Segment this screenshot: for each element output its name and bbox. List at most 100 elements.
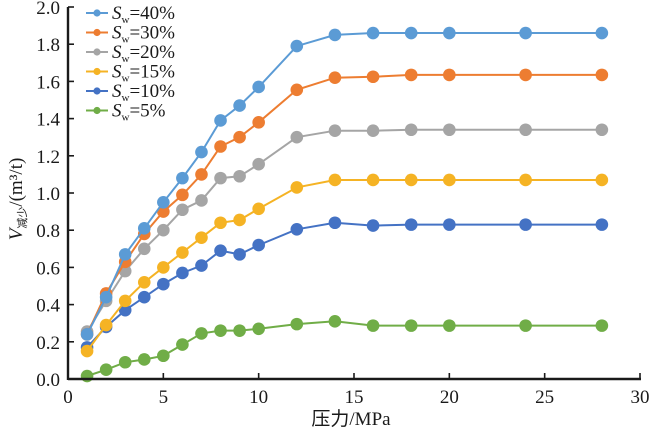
data-point [290,83,304,97]
y-tick-label: 0.2 [36,333,60,354]
x-tick-label: 15 [345,387,364,408]
data-point [233,213,246,227]
data-point [214,140,227,153]
data-point [328,216,342,230]
legend: Sw=40%Sw=30%Sw=20%Sw=15%Sw=10%Sw=5% [86,3,175,124]
data-point [519,26,532,40]
data-point [328,124,342,137]
legend-item: Sw=30% [86,23,175,46]
data-point [595,68,609,82]
data-point [176,246,189,259]
series-sw15 [80,173,609,358]
y-axis-title: V减少/(m³/t) [6,158,29,241]
data-point [290,317,304,331]
data-point [443,26,456,40]
series-sw5 [80,315,609,383]
data-point [252,157,265,171]
data-point [99,363,113,377]
data-point [404,218,418,231]
data-point [290,130,304,144]
data-point [118,248,132,261]
data-point [176,338,189,351]
y-tick-label: 1.6 [36,72,60,93]
data-point [404,68,418,82]
y-axis-title-subscript: 减少 [16,207,29,229]
y-ticks: 0.0 0.2 0.4 0.6 0.8 1.0 1.2 1.4 1.6 1.8 2.0 [36,0,74,391]
data-point [157,261,170,274]
legend-marker [93,28,101,37]
y-tick-label: 0.4 [36,296,60,317]
data-point [157,223,170,237]
data-point [214,216,227,230]
data-point [99,318,113,332]
legend-item: Sw=10% [86,81,175,104]
data-point [290,181,304,194]
x-tick-label: 0 [63,387,73,408]
legend-marker [93,67,101,76]
data-point [195,194,208,207]
data-point [595,218,609,231]
series-layer [80,26,609,383]
data-point [328,71,342,84]
data-point [176,188,189,202]
data-point [519,68,532,82]
x-tick-label: 30 [631,387,650,408]
y-tick-label: 0.0 [36,370,60,391]
data-point [366,219,380,232]
data-point [252,116,265,129]
data-point [366,319,380,332]
data-point [176,266,189,280]
legend-marker [93,87,101,95]
data-point [519,173,532,187]
x-ticks: 0 5 10 15 20 25 30 [63,373,650,408]
legend-item: Sw=20% [86,42,175,65]
data-point [176,203,189,217]
legend-marker [93,9,101,17]
x-tick-label: 10 [249,387,268,408]
data-point [404,26,418,40]
data-point [366,70,380,84]
data-point [290,222,304,236]
data-point [195,145,208,159]
data-point [519,319,532,332]
data-point [404,123,418,137]
data-point [80,328,94,341]
legend-label: Sw=5% [112,101,166,124]
x-tick-label: 20 [440,387,459,408]
y-tick-label: 1.0 [36,184,60,205]
data-point [519,218,532,231]
y-tick-label: 1.2 [36,147,60,168]
y-tick-label: 2.0 [36,0,60,19]
legend-marker [93,106,101,115]
data-point [252,80,265,94]
data-point [214,171,227,185]
data-point [118,303,132,317]
data-point [443,319,456,332]
x-tick-label: 5 [159,387,169,408]
data-point [404,173,418,187]
data-point [80,344,94,358]
data-point [233,324,246,337]
legend-item: Sw=15% [86,62,175,85]
data-point [233,99,246,112]
legend-item: Sw=40% [86,3,175,26]
data-point [118,294,132,308]
data-point [214,324,227,337]
data-point [595,319,609,332]
data-point [137,290,151,304]
data-point [118,355,132,369]
data-point [233,248,246,261]
data-point [137,222,151,235]
data-point [99,290,113,304]
y-tick-label: 0.8 [36,221,60,242]
data-point [328,173,342,187]
data-point [595,173,609,187]
data-point [366,124,380,137]
data-point [366,173,380,187]
data-point [214,244,227,257]
data-point [519,123,532,137]
data-point [233,130,246,144]
y-tick-label: 0.6 [36,258,60,279]
legend-label: Sw=20% [112,42,175,65]
